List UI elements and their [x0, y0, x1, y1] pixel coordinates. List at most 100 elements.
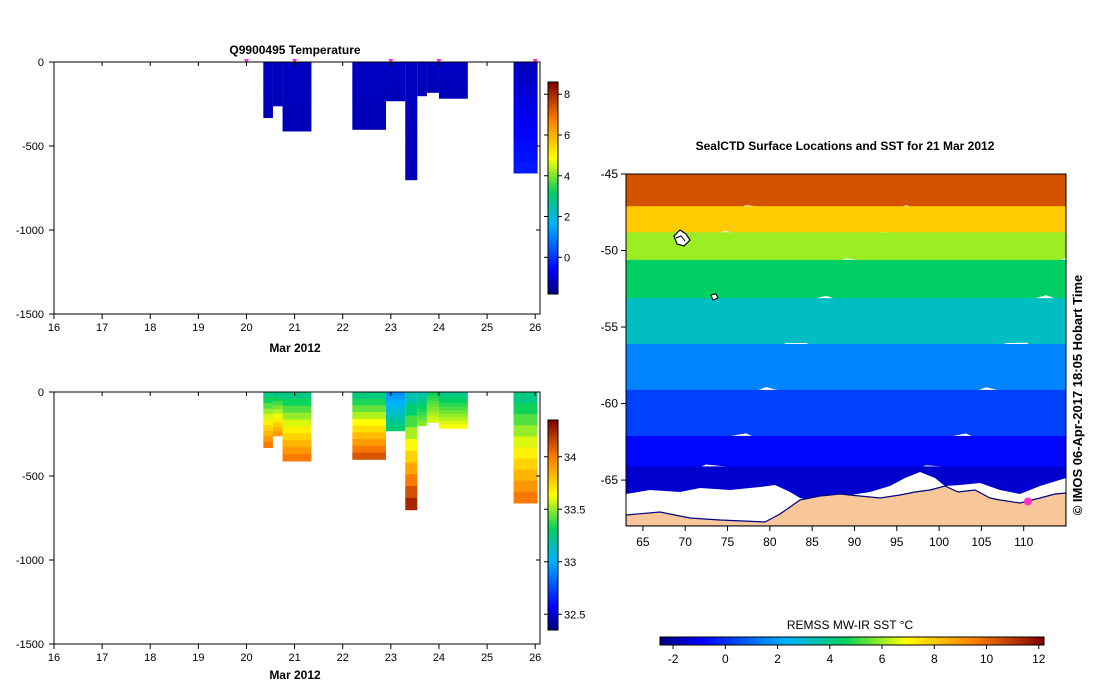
profile-cell — [352, 418, 387, 427]
profile-column — [386, 392, 406, 432]
profile-cell — [426, 407, 439, 411]
profile-cell — [417, 68, 427, 73]
profile-cell — [438, 410, 468, 415]
sst-colorbar-tick-label: 10 — [980, 652, 994, 666]
profile-cell — [513, 469, 538, 482]
profile-cell — [405, 486, 418, 499]
profile-cell — [417, 395, 427, 400]
profile-cell — [263, 425, 273, 432]
profile-cell — [513, 62, 538, 74]
profile-cell — [405, 144, 418, 157]
temperature-profiles — [263, 62, 538, 181]
sst-map-chart: SealCTD Surface Locations and SST for 21… — [601, 139, 1085, 549]
profile-cell — [263, 95, 273, 102]
x-tick-label: 17 — [96, 652, 108, 664]
profile-cell — [438, 406, 468, 411]
lon-tick-label: 65 — [636, 535, 650, 549]
profile-column — [352, 62, 387, 130]
profile-cell — [426, 71, 439, 75]
temperature-colorbar: 8 6 4 2 0 — [544, 81, 570, 295]
profile-cell — [352, 412, 387, 420]
profile-cell — [282, 419, 312, 428]
sst-colorbar-tick-label: 8 — [931, 652, 938, 666]
sst-band — [626, 206, 1066, 247]
profile-cell — [272, 422, 283, 428]
profile-cell — [272, 405, 283, 411]
profile-cell — [352, 68, 387, 77]
x-tick-label: 20 — [240, 322, 252, 334]
profile-cell — [417, 85, 427, 90]
profile-cell — [405, 62, 418, 75]
temperature-x-label: Mar 2012 — [269, 341, 321, 355]
profile-cell — [405, 392, 418, 405]
x-tick-label: 26 — [529, 652, 541, 664]
y-tick-label: -1000 — [16, 555, 44, 567]
profile-cell — [426, 89, 439, 93]
profile-cell — [272, 70, 283, 76]
salinity-plot-frame — [53, 391, 541, 645]
profile-cell — [263, 84, 273, 91]
profile-cell — [513, 84, 538, 96]
profile-cell — [272, 413, 283, 419]
profile-cell — [263, 419, 273, 426]
profile-cell — [263, 397, 273, 404]
profile-cell — [426, 413, 439, 417]
temperature-plot-frame — [53, 61, 541, 315]
lon-tick-label: 95 — [890, 535, 904, 549]
credit-text: © IMOS 06-Apr-2017 18:05 Hobart Time — [1070, 275, 1085, 516]
x-tick-label: 24 — [433, 652, 445, 664]
salinity-y-axis: 0 -500 -1000 -1500 — [16, 387, 540, 651]
profile-cell — [426, 62, 439, 66]
lat-tick-label: -60 — [601, 397, 619, 411]
profile-cell — [352, 115, 387, 124]
profile-cell — [417, 65, 427, 70]
profile-column — [513, 62, 538, 174]
profile-cell — [282, 75, 312, 84]
sst-colorbar-tick-label: 4 — [826, 652, 833, 666]
y-tick-label: -1500 — [16, 639, 44, 651]
profile-cell — [386, 399, 406, 405]
x-tick-label: 16 — [48, 322, 60, 334]
profile-column — [417, 62, 427, 97]
colorbar-tick-label: 6 — [564, 130, 570, 142]
profile-cell — [386, 65, 406, 71]
profile-cell — [386, 89, 406, 94]
profile-column — [417, 392, 427, 427]
profile-cell — [417, 408, 427, 413]
profile-cell — [282, 123, 312, 132]
lon-tick-label: 70 — [679, 535, 693, 549]
sst-colorbar-tick-label: 0 — [722, 652, 729, 666]
profile-cell — [513, 491, 538, 504]
x-tick-label: 26 — [529, 322, 541, 334]
profile-column — [263, 62, 273, 119]
profile-cell — [282, 62, 312, 70]
profile-cell — [352, 452, 387, 460]
profile-cell — [352, 445, 387, 454]
sst-band — [626, 344, 1066, 404]
profile-cell — [352, 432, 387, 440]
profile-cell — [386, 96, 406, 102]
profile-cell — [272, 75, 283, 81]
profile-cell — [386, 395, 406, 401]
profile-cell — [263, 78, 273, 85]
profile-column — [405, 62, 418, 181]
profile-cell — [417, 398, 427, 403]
profile-column — [426, 392, 439, 423]
profile-cell — [352, 398, 387, 407]
profile-cell — [417, 62, 427, 66]
profile-cell — [513, 414, 538, 426]
profile-cell — [513, 447, 538, 460]
profile-cell — [513, 73, 538, 85]
profile-cell — [417, 415, 427, 420]
profile-cell — [405, 85, 418, 98]
x-tick-label: 19 — [192, 652, 204, 664]
profile-cell — [386, 77, 406, 82]
profile-cell — [405, 156, 418, 169]
sst-colorbar-label: REMSS MW-IR SST °C — [787, 618, 914, 632]
profile-cell — [405, 109, 418, 122]
profile-cell — [438, 62, 468, 67]
profile-cell — [263, 403, 273, 410]
lat-tick-label: -45 — [601, 167, 619, 181]
temperature-section-chart: Q9900495 Temperature 16 17 18 19 20 21 22 23 24 2… — [16, 43, 570, 355]
profile-cell — [513, 480, 538, 493]
